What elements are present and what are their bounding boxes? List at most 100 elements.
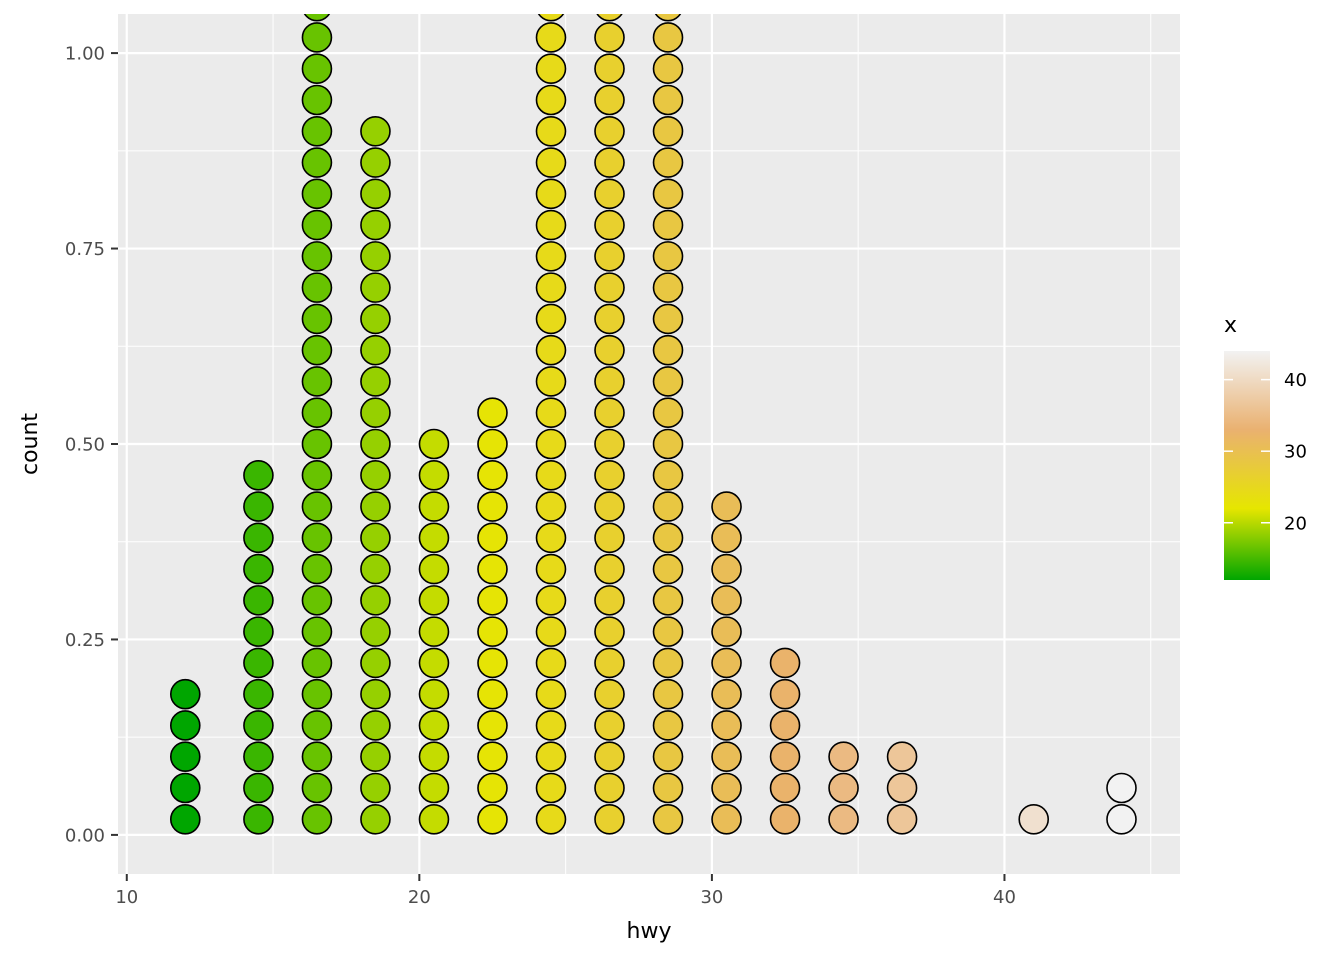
dot <box>535 459 567 491</box>
dot <box>711 647 742 679</box>
dot <box>594 241 625 272</box>
dot <box>477 522 508 554</box>
dot <box>301 772 333 804</box>
dot <box>418 803 450 835</box>
dot <box>243 553 274 585</box>
dot <box>652 803 684 835</box>
dot <box>652 553 684 585</box>
legend-break-label: 30 <box>1284 442 1307 463</box>
dot <box>301 553 333 585</box>
dot <box>594 303 625 335</box>
dot <box>360 647 391 679</box>
dot <box>301 428 333 460</box>
dot <box>711 678 742 710</box>
dot <box>652 397 684 429</box>
dot <box>360 366 391 397</box>
dot <box>169 678 201 710</box>
dot <box>1106 803 1137 835</box>
dot <box>301 741 333 773</box>
x-axis: 10 20 30 40 <box>115 874 1016 908</box>
dot <box>477 616 508 647</box>
dot <box>535 428 567 460</box>
dot <box>769 741 801 773</box>
legend-colorbar <box>1224 351 1270 580</box>
dot <box>418 553 450 585</box>
dot <box>711 710 742 741</box>
dot <box>301 178 333 210</box>
dot <box>301 678 333 710</box>
dot <box>652 53 684 85</box>
dot <box>652 710 684 741</box>
dot <box>301 272 333 303</box>
dot <box>360 397 391 429</box>
dot <box>711 803 742 835</box>
dot <box>594 209 625 241</box>
dot <box>243 741 274 773</box>
dot <box>652 22 684 53</box>
x-tick-label: 40 <box>993 887 1016 908</box>
dot <box>301 616 333 647</box>
dot <box>652 585 684 616</box>
dot <box>594 366 625 397</box>
y-axis: 0.00 0.25 0.50 0.75 1.00 <box>65 44 118 846</box>
dot <box>828 741 859 773</box>
dot <box>418 585 450 616</box>
dot <box>418 710 450 741</box>
dot <box>535 84 567 116</box>
dot <box>594 428 625 460</box>
dot <box>535 241 567 272</box>
dot <box>594 585 625 616</box>
dot <box>535 303 567 335</box>
dot <box>828 772 859 804</box>
dot <box>169 772 201 804</box>
dot <box>243 459 274 491</box>
legend-ticks: 20 30 40 <box>1224 370 1307 534</box>
dot <box>418 741 450 773</box>
dot <box>477 553 508 585</box>
dot <box>301 647 333 679</box>
y-axis-title: count <box>18 413 43 475</box>
dot <box>477 710 508 741</box>
dot <box>169 710 201 741</box>
dot <box>535 334 567 366</box>
dot <box>301 147 333 178</box>
dot <box>652 522 684 554</box>
dot <box>301 84 333 116</box>
dot <box>537 14 565 22</box>
dot <box>1106 772 1137 804</box>
dot <box>594 84 625 116</box>
dot <box>652 772 684 804</box>
dot <box>301 53 333 85</box>
dot <box>594 803 625 835</box>
dot <box>652 115 684 147</box>
dot <box>535 553 567 585</box>
dot <box>360 303 391 335</box>
dot <box>303 14 331 22</box>
dot <box>477 741 508 773</box>
dot <box>711 491 742 522</box>
dot <box>535 647 567 679</box>
dot <box>594 459 625 491</box>
x-tick-label: 10 <box>115 887 138 908</box>
dot <box>360 741 391 773</box>
dot <box>652 678 684 710</box>
dot <box>535 147 567 178</box>
dot <box>886 803 918 835</box>
dot <box>594 741 625 773</box>
dot <box>594 616 625 647</box>
dot <box>886 741 918 773</box>
dot <box>360 772 391 804</box>
dot <box>769 803 801 835</box>
dot <box>360 553 391 585</box>
dot <box>301 491 333 522</box>
dot <box>535 53 567 85</box>
dot <box>477 459 508 491</box>
dot <box>535 585 567 616</box>
dot <box>652 303 684 335</box>
dot <box>652 84 684 116</box>
dot <box>169 741 201 773</box>
dot <box>169 803 201 835</box>
dot <box>243 491 274 522</box>
legend-title: x <box>1224 313 1237 338</box>
